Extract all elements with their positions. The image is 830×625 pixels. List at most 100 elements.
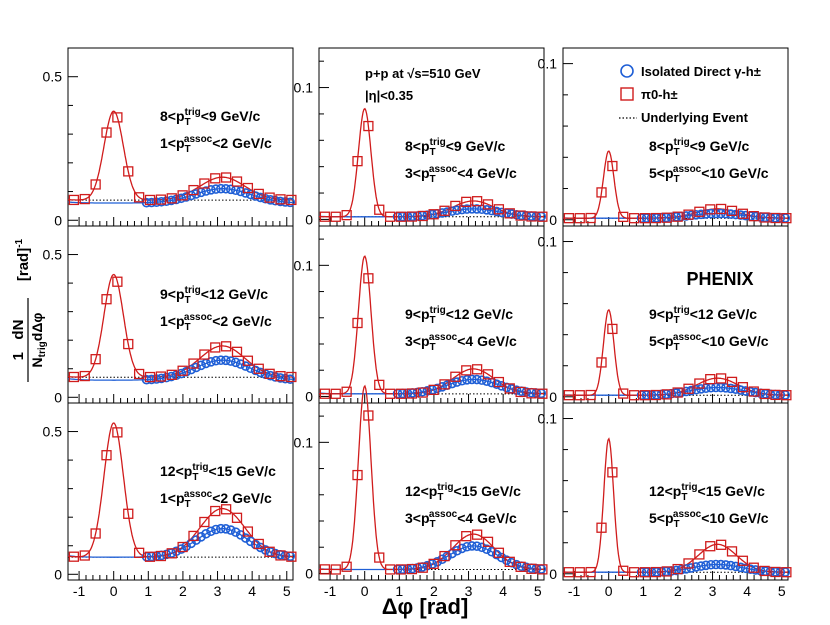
trig-superscript: trig bbox=[674, 137, 690, 148]
gamma-data-point bbox=[216, 355, 226, 366]
y-tick-label: 0 bbox=[54, 389, 62, 405]
pt-subscript: T bbox=[430, 519, 436, 530]
pi0-data-point bbox=[341, 209, 352, 221]
pi0-data-point bbox=[253, 363, 264, 374]
pi0-data-point bbox=[210, 173, 221, 184]
pi0-data-point bbox=[286, 194, 297, 206]
gamma-data-point bbox=[211, 355, 221, 366]
pi0-data-point bbox=[450, 371, 461, 382]
trigger-pt-label: 8<pTtrig<9 GeV/c bbox=[649, 137, 749, 158]
pi0-data-point bbox=[493, 204, 505, 215]
gamma-data-point bbox=[412, 387, 423, 398]
pi0-data-point bbox=[781, 390, 792, 401]
pi0-data-point bbox=[406, 211, 418, 222]
x-tick-label: 5 bbox=[778, 583, 786, 599]
pi0-data-point bbox=[90, 179, 101, 190]
pi0-data-point bbox=[650, 212, 662, 224]
pi0-data-point bbox=[210, 342, 221, 353]
trigger-pt-label: 9<pTtrig<12 GeV/c bbox=[160, 285, 268, 306]
gamma-data-point bbox=[206, 185, 216, 195]
x-tick-label: 2 bbox=[179, 583, 187, 599]
pi0-data-point bbox=[748, 211, 759, 222]
gamma-data-point bbox=[146, 197, 157, 208]
y-axis-label-denominator: NtrigdΔφ bbox=[29, 313, 48, 368]
pi0-data-point bbox=[68, 194, 80, 206]
trig-superscript: trig bbox=[430, 305, 446, 316]
pi0-data-point bbox=[144, 371, 156, 383]
trigger-pt-range: <9 GeV/c bbox=[201, 108, 261, 124]
pi0-data-point bbox=[726, 205, 738, 217]
pi0-data-point bbox=[450, 540, 461, 551]
trig-superscript: trig bbox=[185, 107, 201, 118]
trigger-pt-range: <15 GeV/c bbox=[698, 483, 766, 499]
pi0-data-point bbox=[166, 548, 177, 559]
pi0-data-point bbox=[618, 388, 629, 399]
pi0-data-point bbox=[526, 211, 537, 222]
pi0-data-point bbox=[123, 508, 134, 519]
pi0-data-point bbox=[220, 504, 232, 515]
pi0-data-point bbox=[231, 346, 243, 357]
gamma-data-point bbox=[481, 544, 492, 555]
pi0-data-point bbox=[482, 199, 494, 210]
pi0-data-point bbox=[384, 388, 396, 399]
gamma-data-point bbox=[216, 523, 226, 534]
pi0-data-point bbox=[661, 389, 672, 400]
pi0-data-point bbox=[374, 204, 385, 215]
gamma-data-point bbox=[745, 564, 756, 574]
trigger-pt-range: <12 GeV/c bbox=[690, 306, 758, 322]
gamma-data-point bbox=[146, 374, 157, 385]
y-tick-label: 0.5 bbox=[43, 424, 63, 440]
pi0-data-point bbox=[177, 541, 188, 553]
panel-frame bbox=[67, 402, 294, 581]
pi0-data-point bbox=[537, 211, 548, 222]
pi0-data-point bbox=[639, 567, 651, 578]
pi0-data-point bbox=[585, 212, 596, 224]
gamma-data-point bbox=[730, 561, 741, 572]
pi0-data-point bbox=[188, 530, 199, 542]
gamma-data-point bbox=[191, 189, 201, 199]
assoc-pt-range: <4 GeV/c bbox=[457, 510, 517, 526]
pi0-data-point bbox=[748, 562, 759, 573]
trig-superscript: trig bbox=[192, 462, 208, 473]
panel-frame bbox=[318, 402, 545, 581]
pi0-data-point bbox=[639, 390, 651, 401]
gamma-data-point bbox=[141, 374, 152, 385]
gamma-data-point bbox=[161, 196, 172, 206]
gamma-data-point bbox=[481, 376, 492, 386]
x-tick-label: 5 bbox=[283, 583, 291, 599]
pi0-data-point bbox=[683, 558, 694, 569]
pi0-data-point bbox=[395, 388, 407, 399]
gamma-data-point bbox=[432, 556, 443, 567]
pi0-data-point bbox=[585, 389, 596, 401]
pi0-data-point bbox=[220, 172, 232, 183]
gamma-data-point bbox=[462, 541, 472, 552]
gamma-data-point bbox=[230, 527, 241, 537]
panel-r0-c2: 0 0.1 8<pTtrig<9 GeV/c 5<pTassoc<10 GeV/c bbox=[538, 47, 792, 228]
assoc-pt-label: 1<pTassoc<2 GeV/c bbox=[160, 489, 272, 510]
gamma-data-point bbox=[216, 183, 226, 194]
pi0-data-point bbox=[563, 390, 575, 401]
pi0-data-point bbox=[596, 357, 607, 368]
pi0-data-point bbox=[374, 379, 385, 391]
y-tick-label: 0.1 bbox=[294, 257, 314, 273]
pi0-data-point bbox=[461, 531, 472, 542]
legend-gamma-marker bbox=[620, 64, 634, 78]
y-tick-label: 0 bbox=[549, 212, 557, 228]
panel-grid: 0 0.5 8<pTtrig<9 GeV/c 1<pTassoc<2 GeV/c 0 0.… bbox=[43, 47, 792, 599]
gamma-data-point bbox=[481, 205, 492, 215]
gamma-data-point bbox=[467, 541, 477, 551]
pi0-data-point bbox=[537, 564, 548, 575]
assoc-pt-label: 3<pTassoc<4 GeV/c bbox=[405, 332, 517, 353]
pi0-data-point bbox=[563, 567, 575, 578]
y-tick-label: 0.1 bbox=[538, 234, 558, 250]
assoc-pt-label: 1<pTassoc<2 GeV/c bbox=[160, 134, 272, 155]
x-tick-label: 2 bbox=[674, 583, 682, 599]
pi0-data-point bbox=[220, 341, 232, 352]
pi0-data-point bbox=[112, 112, 123, 123]
pi0-data-point bbox=[199, 178, 210, 189]
panel-r0-c1: 0 0.1 8<pTtrig<9 GeV/c 3<pTassoc<4 GeV/c bbox=[294, 47, 548, 227]
trigger-pt-label: 12<pTtrig<15 GeV/c bbox=[649, 482, 765, 503]
pi0-data-point bbox=[737, 382, 749, 393]
pt-subscript: T bbox=[430, 174, 436, 185]
gamma-data-point bbox=[442, 207, 452, 217]
